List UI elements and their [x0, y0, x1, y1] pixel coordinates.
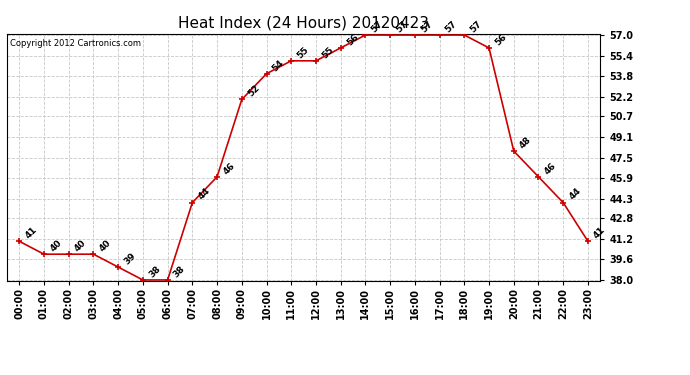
Text: 48: 48: [518, 135, 533, 150]
Text: 46: 46: [542, 161, 558, 176]
Text: 56: 56: [345, 32, 360, 47]
Text: 56: 56: [493, 32, 509, 47]
Text: 40: 40: [97, 238, 112, 254]
Text: 41: 41: [23, 225, 39, 240]
Text: 52: 52: [246, 84, 261, 99]
Text: 57: 57: [394, 19, 410, 34]
Text: 57: 57: [469, 19, 484, 34]
Text: 54: 54: [270, 58, 286, 73]
Text: 39: 39: [122, 251, 137, 266]
Text: 57: 57: [444, 19, 459, 34]
Text: 46: 46: [221, 161, 237, 176]
Text: 55: 55: [295, 45, 310, 60]
Text: 55: 55: [320, 45, 335, 60]
Text: 40: 40: [48, 238, 63, 254]
Text: 41: 41: [592, 225, 607, 240]
Text: 38: 38: [172, 264, 187, 279]
Text: 40: 40: [73, 238, 88, 254]
Text: Heat Index (24 Hours) 20120423: Heat Index (24 Hours) 20120423: [178, 15, 429, 30]
Text: 44: 44: [567, 186, 583, 202]
Text: 38: 38: [147, 264, 162, 279]
Text: 57: 57: [419, 19, 434, 34]
Text: 57: 57: [370, 19, 385, 34]
Text: Copyright 2012 Cartronics.com: Copyright 2012 Cartronics.com: [10, 39, 141, 48]
Text: 44: 44: [197, 186, 212, 202]
